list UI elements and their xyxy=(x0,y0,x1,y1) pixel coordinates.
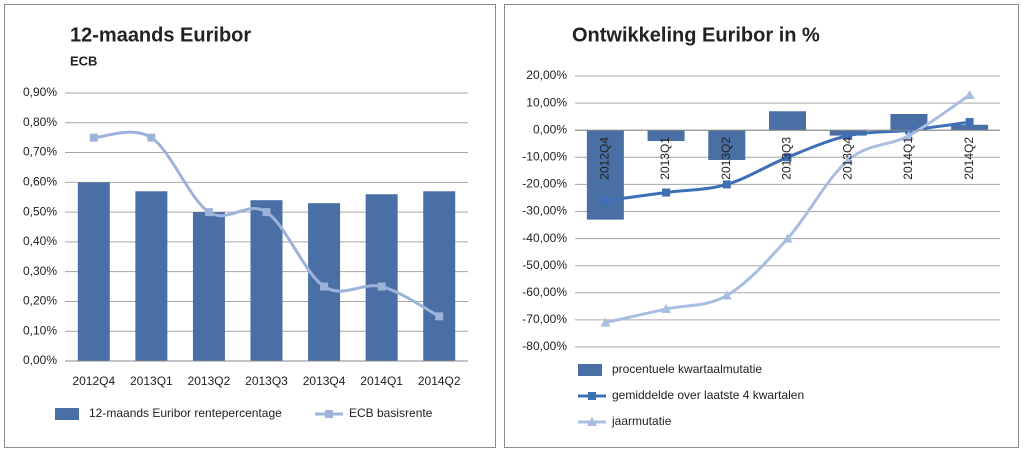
y-tick-label: -20,00% xyxy=(522,177,567,191)
marker xyxy=(320,282,329,291)
legend-label: jaarmutatie xyxy=(611,414,672,428)
bar xyxy=(250,200,283,361)
bar xyxy=(308,203,341,361)
y-tick-label: 0,40% xyxy=(23,234,57,248)
bar xyxy=(890,113,928,131)
marker xyxy=(587,417,597,426)
marker xyxy=(588,392,596,400)
x-tick-label: 2013Q4 xyxy=(303,374,346,388)
y-tick-label: -10,00% xyxy=(522,149,567,163)
x-tick-label: 2013Q1 xyxy=(658,137,672,180)
y-tick-label: -30,00% xyxy=(522,204,567,218)
y-tick-label: 10,00% xyxy=(526,95,567,109)
y-tick-label: 0,00% xyxy=(23,353,57,367)
marker xyxy=(262,208,271,217)
legend-swatch xyxy=(578,364,602,376)
y-tick-label: -50,00% xyxy=(522,258,567,272)
bar xyxy=(708,130,746,161)
bar xyxy=(77,182,110,361)
y-tick-label: 0,30% xyxy=(23,264,57,278)
legend-label: gemiddelde over laatste 4 kwartalen xyxy=(612,388,804,402)
marker xyxy=(661,304,672,314)
marker xyxy=(435,312,444,321)
bar xyxy=(769,111,806,131)
y-tick-label: 0,70% xyxy=(23,145,57,159)
x-tick-label: 2012Q4 xyxy=(598,137,612,180)
bar xyxy=(951,124,989,131)
marker xyxy=(89,133,98,142)
marker xyxy=(662,188,671,197)
y-tick-label: 0,50% xyxy=(23,204,57,218)
x-tick-label: 2014Q2 xyxy=(418,374,461,388)
y-tick-label: 0,10% xyxy=(23,323,57,337)
bar xyxy=(365,194,398,361)
bar xyxy=(192,212,225,361)
x-tick-label: 2012Q4 xyxy=(72,374,115,388)
y-tick-label: 0,90% xyxy=(23,85,57,99)
legend-label: procentuele kwartaalmutatie xyxy=(612,362,762,376)
y-tick-label: 0,20% xyxy=(23,294,57,308)
y-tick-label: 0,00% xyxy=(533,122,567,136)
y-tick-label: 0,80% xyxy=(23,115,57,129)
x-tick-label: 2013Q3 xyxy=(780,137,794,180)
legend-swatch xyxy=(55,408,79,420)
y-tick-label: -40,00% xyxy=(522,231,567,245)
marker xyxy=(843,155,854,165)
marker xyxy=(903,130,914,140)
x-tick-label: 2013Q1 xyxy=(130,374,173,388)
marker xyxy=(783,153,792,162)
marker xyxy=(377,282,386,291)
bar xyxy=(423,191,456,361)
legend-label: ECB basisrente xyxy=(349,406,433,420)
bar xyxy=(586,130,624,220)
x-tick-label: 2013Q2 xyxy=(188,374,231,388)
x-tick-label: 2013Q3 xyxy=(245,374,288,388)
x-tick-label: 2013Q4 xyxy=(840,137,854,180)
marker xyxy=(722,180,731,189)
y-tick-label: -60,00% xyxy=(522,285,567,299)
marker xyxy=(721,290,732,300)
chart-title: Ontwikkeling Euribor in % xyxy=(572,24,820,46)
marker xyxy=(964,89,975,99)
x-tick-label: 2014Q2 xyxy=(962,137,976,180)
marker xyxy=(965,118,974,127)
y-tick-label: -80,00% xyxy=(522,339,567,353)
marker xyxy=(600,317,611,327)
x-tick-label: 2014Q1 xyxy=(901,137,915,180)
chart-subtitle: ECB xyxy=(70,53,97,68)
chart-title: 12-maands Euribor xyxy=(70,24,251,46)
x-tick-label: 2014Q1 xyxy=(360,374,403,388)
panel xyxy=(504,4,1019,448)
legend-label: 12-maands Euribor rentepercentage xyxy=(89,406,282,420)
marker xyxy=(844,131,853,140)
bar xyxy=(135,191,168,361)
marker xyxy=(601,196,610,205)
marker xyxy=(147,133,156,142)
y-tick-label: 20,00% xyxy=(526,68,567,82)
marker xyxy=(782,233,793,243)
x-tick-label: 2013Q2 xyxy=(719,137,733,180)
bar xyxy=(647,130,685,142)
y-tick-label: 0,60% xyxy=(23,175,57,189)
y-tick-label: -70,00% xyxy=(522,312,567,326)
marker xyxy=(204,208,213,217)
marker xyxy=(325,410,333,418)
